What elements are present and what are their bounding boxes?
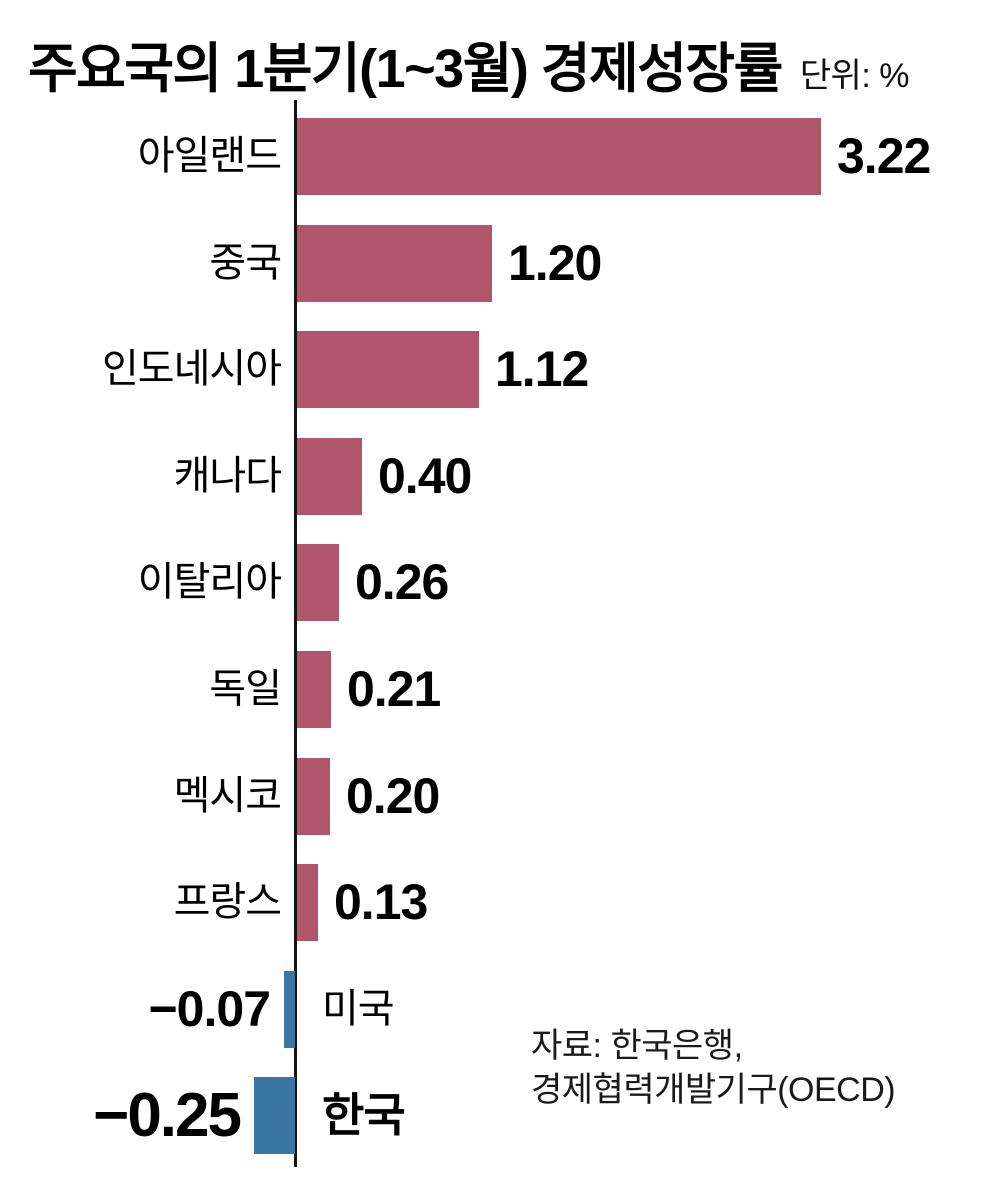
unit-label: 단위: % bbox=[799, 57, 910, 95]
value-label: 3.22 bbox=[837, 128, 931, 184]
country-label: 미국 bbox=[322, 987, 395, 1031]
source-line-1: 자료: 한국은행, bbox=[531, 1027, 743, 1065]
country-label: 한국 bbox=[322, 1089, 406, 1141]
chart-header: 주요국의 1분기(1~3월) 경제성장률 단위: % bbox=[28, 24, 909, 103]
bar bbox=[297, 438, 362, 515]
country-label: 독일 bbox=[209, 667, 282, 711]
value-label: 0.20 bbox=[346, 768, 440, 824]
bar bbox=[297, 758, 330, 835]
country-label: 중국 bbox=[209, 241, 282, 285]
value-label: −0.25 bbox=[93, 1081, 242, 1150]
value-label: 0.26 bbox=[355, 554, 449, 610]
value-label: 1.12 bbox=[495, 341, 589, 397]
value-label: −0.07 bbox=[148, 981, 271, 1037]
country-label: 인도네시아 bbox=[102, 347, 282, 391]
bar bbox=[297, 225, 492, 302]
chart: 아일랜드 3.22 중국 1.20 인도네시아 1.12 캐나다 0.40 이탈리아 0.26 독일… bbox=[0, 100, 1000, 1167]
value-label: 0.13 bbox=[334, 874, 428, 930]
value-label: 1.20 bbox=[508, 235, 602, 291]
source-line-2: 경제협력개발기구(OECD) bbox=[531, 1071, 896, 1109]
bar bbox=[297, 651, 331, 728]
country-label: 프랑스 bbox=[173, 880, 282, 924]
bar bbox=[284, 971, 295, 1048]
value-label: 0.40 bbox=[378, 448, 472, 504]
bar bbox=[297, 118, 821, 195]
bar bbox=[254, 1077, 295, 1154]
source-note: 자료: 한국은행, 경제협력개발기구(OECD) bbox=[531, 1024, 896, 1112]
bar bbox=[297, 544, 339, 621]
country-label: 캐나다 bbox=[173, 454, 282, 498]
country-label: 이탈리아 bbox=[137, 560, 282, 604]
bar bbox=[297, 331, 479, 408]
country-label: 아일랜드 bbox=[137, 134, 282, 178]
page-title: 주요국의 1분기(1~3월) 경제성장률 bbox=[28, 39, 783, 99]
zero-axis-line bbox=[294, 100, 297, 1167]
country-label: 멕시코 bbox=[173, 774, 282, 818]
value-label: 0.21 bbox=[347, 661, 441, 717]
bar bbox=[297, 864, 318, 941]
